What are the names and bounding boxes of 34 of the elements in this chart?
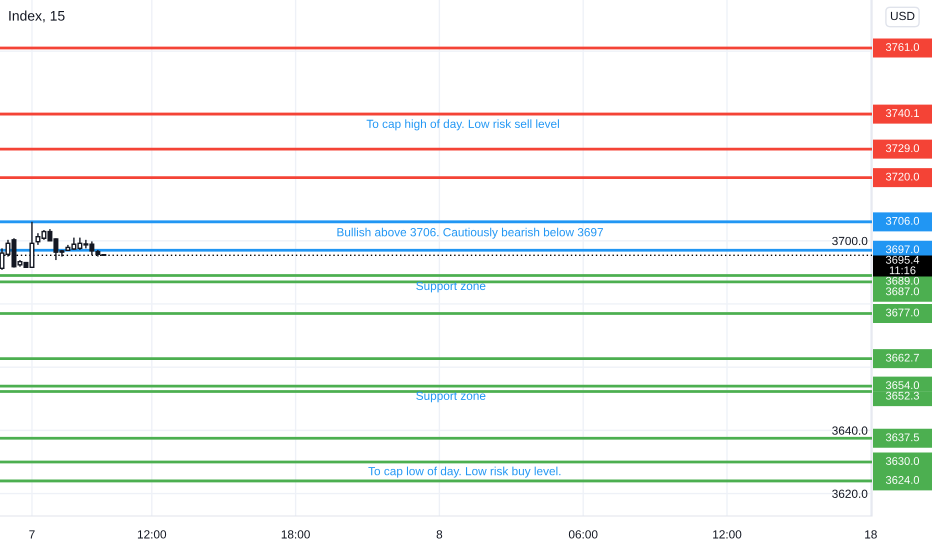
ref-line-label: 3677.0: [886, 308, 920, 316]
y-tick-label: 3640.0: [832, 426, 868, 435]
x-tick-label: 8: [436, 530, 442, 539]
ref-line-label: 3706.0: [886, 216, 920, 225]
x-tick-label: 12:00: [138, 530, 166, 539]
y-tick-label: 3700.0: [832, 236, 868, 246]
ref-line-label: 3652.3: [886, 392, 920, 400]
y-tick-label: 3620.0: [832, 490, 868, 498]
ref-line-label: 3689.0: [886, 276, 920, 285]
ref-line-label: 3761.0: [886, 43, 920, 52]
annotation: To cap high of day. Low risk sell level: [366, 119, 559, 130]
text: 11:16: [890, 266, 916, 274]
annotation: To cap low of day. Low risk buy level.: [368, 466, 560, 478]
ref-line-label: 3687.0: [886, 287, 920, 296]
text: Index, 15: [9, 10, 65, 22]
y-axis-title: USD: [890, 12, 914, 20]
ref-line-label: 3624.0: [886, 476, 920, 484]
x-tick-label: 18:00: [282, 530, 310, 539]
ref-line-label: 3630.0: [886, 457, 920, 465]
ref-line-label: 3695.4: [886, 256, 920, 264]
x-tick-label: 06:00: [568, 530, 598, 539]
x-tick-label: 18: [865, 530, 877, 539]
ref-line-label: 3654.0: [886, 381, 920, 390]
ref-line-label: 3720.0: [886, 172, 920, 181]
annotation: Support zone: [416, 392, 486, 402]
ref-line-label: 3637.5: [886, 433, 920, 442]
x-tick-label: 12:00: [713, 530, 742, 539]
ref-line-label: 3729.0: [886, 144, 920, 152]
annotation: Bullish above 3706. Cautiously bearish below 3697: [337, 228, 603, 239]
ref-line-label: 3697.0: [886, 245, 920, 254]
x-tick-label: 7: [29, 530, 35, 538]
ref-line-label: 3662.7: [886, 354, 919, 362]
annotation: Support zone: [416, 282, 486, 292]
ref-line-label: 3740.1: [886, 109, 919, 118]
